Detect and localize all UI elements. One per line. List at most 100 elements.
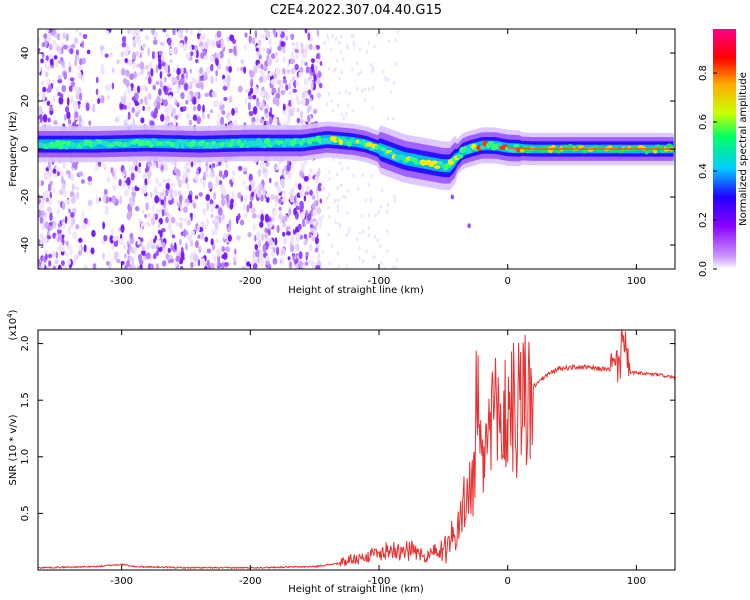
noise-speck — [60, 246, 65, 252]
noise-speck — [353, 43, 356, 48]
noise-speck — [270, 194, 275, 200]
noise-speck — [48, 167, 53, 176]
noise-speck — [122, 181, 126, 189]
noise-speck — [178, 217, 184, 222]
noise-speck — [155, 80, 160, 85]
noise-speck — [40, 58, 44, 64]
noise-speck — [189, 68, 193, 74]
noise-speck — [336, 251, 340, 256]
noise-speck — [154, 213, 159, 221]
noise-speck — [173, 159, 177, 168]
noise-speck — [58, 233, 62, 240]
noise-speck — [186, 183, 190, 190]
noise-speck — [106, 30, 110, 36]
noise-speck — [155, 263, 160, 269]
noise-speck — [177, 80, 182, 86]
noise-speck — [243, 43, 247, 50]
noise-speck — [86, 49, 91, 55]
noise-speck — [53, 55, 58, 60]
noise-speck — [105, 195, 109, 204]
noise-speck — [131, 29, 137, 36]
noise-speck — [45, 71, 49, 78]
noise-speck — [365, 49, 369, 54]
noise-speck — [218, 170, 223, 178]
noise-speck — [310, 63, 315, 73]
noise-speck — [316, 76, 321, 86]
noise-speck — [169, 228, 173, 236]
noise-speck — [52, 168, 57, 174]
noise-speck — [341, 166, 344, 171]
noise-speck — [264, 108, 269, 114]
noise-speck — [252, 250, 256, 259]
noise-speck — [165, 206, 168, 214]
spectrogram-x-ticks: -300 -200 -100 0 100 — [110, 29, 646, 287]
noise-speck — [367, 213, 371, 218]
noise-speck — [97, 97, 101, 104]
noise-speck — [317, 70, 322, 79]
noise-speck — [226, 247, 231, 252]
noise-speck — [68, 60, 71, 68]
noise-speck — [70, 96, 74, 104]
noise-speck — [235, 234, 241, 241]
noise-speck — [289, 261, 292, 269]
noise-speck — [103, 193, 107, 203]
noise-speck — [393, 198, 397, 203]
noise-speck — [219, 50, 224, 59]
noise-speck — [42, 92, 46, 102]
noise-speck — [179, 265, 184, 269]
noise-speck — [289, 244, 295, 253]
noise-speck — [300, 163, 305, 172]
noise-speck — [99, 45, 105, 51]
noise-speck — [264, 60, 269, 67]
noise-speck — [274, 51, 278, 56]
noise-speck — [127, 111, 131, 120]
noise-speck — [182, 171, 187, 180]
noise-speck — [49, 105, 53, 112]
noise-speck — [217, 260, 221, 268]
noise-speck — [103, 234, 108, 242]
noise-speck — [61, 175, 64, 185]
noise-speck — [382, 69, 385, 74]
noise-speck — [133, 246, 138, 253]
noise-speck — [212, 219, 216, 224]
noise-speck — [203, 41, 209, 50]
noise-speck — [276, 165, 279, 171]
noise-speck — [201, 112, 205, 120]
noise-speck — [185, 112, 191, 120]
noise-speck — [297, 223, 302, 231]
noise-speck — [224, 266, 229, 269]
noise-speck — [53, 120, 58, 125]
noise-speck — [194, 175, 199, 181]
noise-speck — [275, 92, 281, 100]
noise-speck — [240, 219, 245, 226]
noise-speck — [110, 227, 114, 237]
x-tick-label: -300 — [110, 576, 133, 587]
noise-speck — [63, 114, 67, 121]
noise-speck — [78, 245, 82, 252]
noise-speck — [216, 248, 222, 257]
noise-speck — [270, 53, 276, 60]
noise-speck — [173, 242, 177, 250]
noise-speck — [146, 105, 152, 112]
noise-speck — [160, 41, 165, 47]
noise-speck — [120, 96, 124, 105]
ridge-blob — [241, 140, 248, 145]
noise-speck — [373, 234, 377, 239]
noise-speck — [150, 263, 154, 269]
noise-speck — [323, 186, 326, 191]
noise-speck — [102, 221, 106, 230]
colorbar: 0.0 0.2 0.4 0.6 0.8 Normalized spectral ampl… — [698, 29, 749, 277]
noise-speck — [294, 48, 299, 54]
colorbar-gradient — [713, 29, 736, 269]
noise-speck — [316, 92, 322, 99]
noise-speck — [296, 100, 302, 106]
noise-speck — [49, 57, 54, 66]
noise-speck — [57, 264, 62, 269]
noise-speck — [46, 32, 52, 38]
noise-speck — [326, 33, 329, 38]
noise-speck — [327, 192, 331, 197]
noise-speck — [134, 101, 140, 107]
noise-speck — [197, 103, 202, 112]
noise-speck — [305, 176, 309, 181]
noise-speck — [216, 52, 221, 58]
